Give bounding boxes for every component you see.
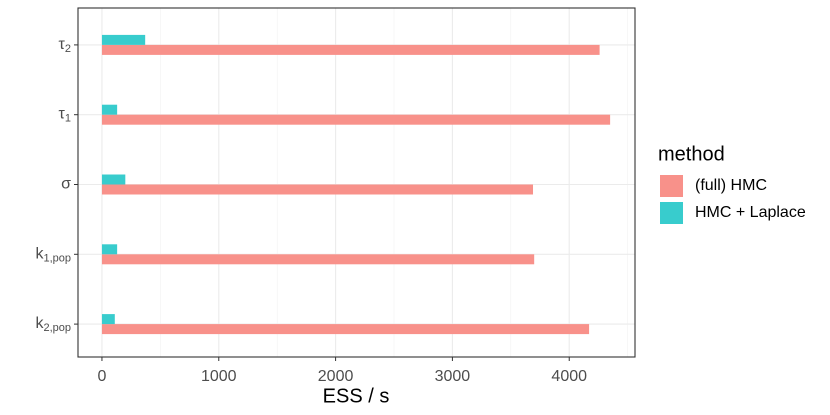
bar <box>101 34 146 45</box>
x-tick-label: 1000 <box>201 368 237 385</box>
y-tick-label: k1,pop <box>35 246 71 265</box>
legend-label: (full) HMC <box>695 177 767 194</box>
bar <box>101 314 115 325</box>
y-tick-label-sub: 2 <box>65 43 71 55</box>
y-tick-label: τ2 <box>59 36 71 55</box>
legend-label: HMC + Laplace <box>695 204 806 221</box>
bar <box>101 324 590 335</box>
x-tick-label: 0 <box>97 368 106 385</box>
x-tick-label: 3000 <box>435 368 471 385</box>
y-tick-label-sub: 2,pop <box>43 322 71 334</box>
y-tick-label-base: k <box>35 246 44 263</box>
y-tick-label: σ <box>61 176 71 193</box>
legend-key <box>660 175 683 197</box>
y-tick-label-sub: 1,pop <box>43 252 71 264</box>
x-tick-label: 4000 <box>551 368 587 385</box>
bar <box>101 244 118 255</box>
y-tick-label-sub: 1 <box>65 113 71 125</box>
y-tick-label-base: τ <box>59 36 66 53</box>
y-tick-label-base: σ <box>61 176 71 193</box>
bar <box>101 254 535 265</box>
legend-title: method <box>658 143 725 165</box>
legend-key <box>660 202 683 224</box>
y-tick-label-base: k <box>35 315 44 332</box>
y-tick-label: τ1 <box>59 106 71 125</box>
x-axis-title: ESS / s <box>323 385 390 407</box>
bar <box>101 44 600 55</box>
y-tick-label: k2,pop <box>35 315 71 334</box>
plot-border <box>77 7 636 358</box>
x-tick-label: 2000 <box>318 368 354 385</box>
bar <box>101 184 534 195</box>
bar <box>101 174 126 185</box>
bar <box>101 114 611 125</box>
bar <box>101 104 118 115</box>
y-tick-label-base: τ <box>59 106 66 123</box>
